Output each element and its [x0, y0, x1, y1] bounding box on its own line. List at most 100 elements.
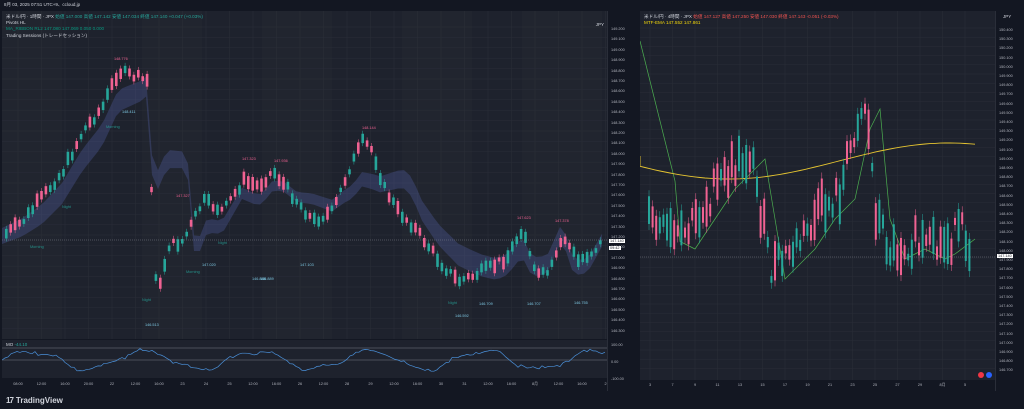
left-symbol-label[interactable]: 米ドル/円 · 1時間 · JPX [6, 14, 54, 19]
candle-body [752, 147, 755, 169]
left-price-axis[interactable]: 149.200 149.100 149.000 148.900 148.800 148.7… [607, 11, 635, 391]
candle-body [741, 153, 744, 178]
left-oscillator-pane[interactable]: MO -44.10 [2, 340, 607, 378]
tradingview-logo-icon: 17 [6, 395, 14, 405]
candle-body [189, 219, 193, 227]
left-price-tick: 147.300 [611, 224, 625, 229]
candle-body [343, 177, 347, 186]
right-price-tick: 149.000 [999, 156, 1013, 161]
right-price-tick: 148.900 [999, 166, 1013, 170]
candle-body [903, 245, 906, 260]
candle-body [449, 269, 452, 274]
candle-body [141, 76, 144, 82]
candle-body [295, 198, 298, 205]
candle-body [269, 171, 272, 176]
candle-body [968, 238, 971, 272]
candle-body [374, 156, 378, 170]
candle-body [405, 217, 408, 223]
right-main-chart-pane[interactable]: 米ドル/円 · 4時間 · JPX 始値 147.127 高値 147.250 … [640, 11, 995, 380]
left-main-chart-pane[interactable]: 米ドル/円 · 1時間 · JPX 始値 147.000 高値 147.142 … [2, 11, 607, 339]
candle-body [770, 275, 773, 283]
snapshot-button[interactable] [978, 372, 984, 378]
session-label: Night [142, 298, 151, 302]
session-band [262, 11, 332, 339]
settings-button[interactable] [986, 372, 992, 378]
left-price-tick: 149.000 [611, 47, 625, 52]
right-current-price-tag: 147.140 [997, 254, 1013, 258]
right-price-tick: 148.600 [999, 193, 1013, 198]
session-band [142, 11, 202, 339]
left-price-tick: 148.500 [611, 99, 625, 104]
candle-body [445, 268, 448, 276]
candle-body [524, 231, 527, 243]
right-price-tick: 147.100 [999, 331, 1013, 336]
left-chart-legend: 米ドル/円 · 1時間 · JPX 始値 147.000 高値 147.142 … [6, 14, 203, 39]
candle-body [918, 242, 920, 256]
session-label: Night [448, 301, 457, 305]
right-price-axis[interactable]: JPY 150.400 150.300 150.200 150.100 150.000 1… [995, 11, 1024, 391]
candle-body [317, 216, 320, 227]
right-price-tick: 150.000 [999, 64, 1013, 69]
left-price-tick: 146.300 [611, 328, 625, 333]
pivot-low-label: 146.888 [252, 277, 266, 281]
right-symbol-label[interactable]: 米ドル/円 · 4時間 · JPX [644, 14, 692, 19]
candle-body [418, 227, 422, 236]
candle-body [900, 237, 902, 276]
indicator-mtf-ema[interactable]: MTF-EMA 147.552 147.861 [644, 20, 701, 26]
candle-body [93, 117, 96, 125]
candle-body [348, 169, 351, 175]
tradingview-logo[interactable]: 17 TradingView [6, 396, 63, 405]
candle-body [541, 267, 545, 275]
candle-body [273, 167, 276, 179]
left-time-tick: 24 [203, 382, 209, 386]
right-price-tick: 149.700 [999, 92, 1013, 97]
candle-body [506, 250, 510, 264]
right-time-axis[interactable]: 3 7 9 11 13 15 17 19 21 23 25 27 29 8月 5 [640, 380, 995, 391]
candle-body [777, 242, 780, 260]
candle-body [572, 246, 576, 257]
right-price-tick: 148.500 [999, 202, 1013, 207]
candle-body [321, 215, 325, 222]
left-candle-chart[interactable] [2, 11, 607, 339]
candle-body [936, 246, 938, 260]
right-candle-chart[interactable] [640, 11, 995, 380]
candle-body [115, 72, 118, 87]
right-time-tick: 17 [782, 383, 788, 387]
left-current-time-tag: 09:42 [609, 246, 621, 250]
left-price-tick: 147.600 [611, 193, 625, 198]
candle-body [502, 256, 505, 270]
oscillator-label[interactable]: MO -44.10 [6, 342, 28, 347]
candle-body [484, 260, 488, 271]
right-price-tick: 148.400 [999, 212, 1013, 216]
indicator-ma-ribbon[interactable]: MA_RIBBON RL2 147.080 147.069 0.050 0.00… [6, 26, 105, 32]
candle-body [181, 239, 184, 244]
candle-body [943, 226, 946, 263]
indicator-trading-sessions[interactable]: Trading Sessions (トレードセッション) [6, 32, 88, 38]
right-price-tick: 147.500 [999, 294, 1013, 299]
left-time-tick: 26 [297, 382, 303, 386]
candle-body [835, 177, 838, 196]
right-time-tick: 27 [895, 383, 900, 387]
candle-body [9, 224, 12, 233]
right-time-tick: 15 [760, 383, 765, 387]
candle-body [480, 263, 483, 273]
candle-body [528, 251, 532, 257]
session-band [402, 11, 472, 339]
candle-body [176, 239, 180, 252]
candle-body [694, 199, 697, 234]
left-price-tick: 147.200 [611, 235, 625, 239]
right-price-tick: 150.300 [999, 37, 1013, 42]
candle-body [145, 73, 149, 87]
left-price-tick: 148.900 [611, 58, 625, 63]
candle-body [806, 223, 809, 236]
left-time-tick: 16:00 [154, 382, 164, 386]
right-chart-legend: 米ドル/円 · 4時間 · JPX 始値 147.127 高値 147.250 … [644, 14, 839, 26]
candle-body [326, 206, 329, 220]
candle-body [75, 141, 78, 150]
left-time-axis[interactable]: 08:00 12:00 16:00 20:00 22 12:00 16:00 23 24 25 12… [2, 379, 607, 391]
candle-body [255, 180, 259, 190]
candle-body [101, 101, 105, 111]
candle-body [18, 219, 21, 227]
indicator-pivots[interactable]: Pivots HL [6, 20, 26, 26]
candle-body [864, 103, 866, 114]
